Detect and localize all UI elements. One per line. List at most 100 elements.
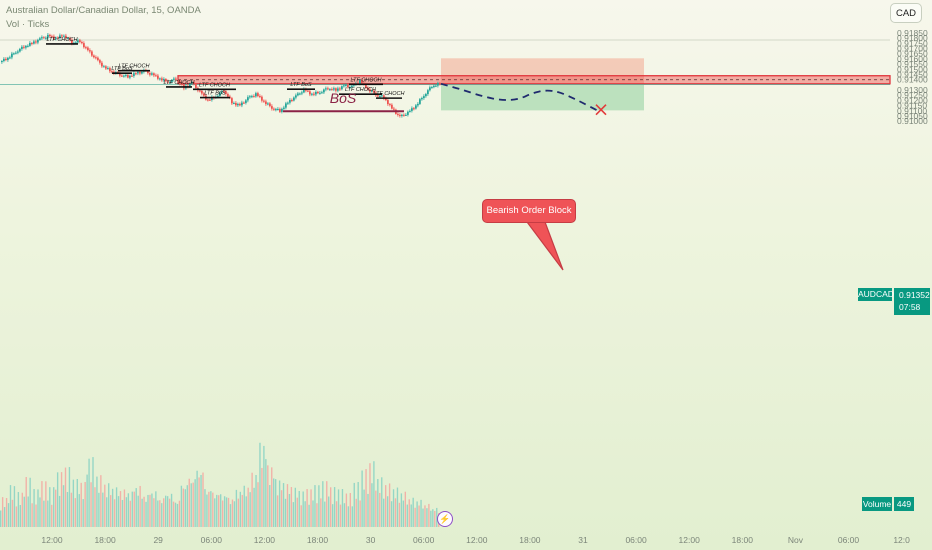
volume-bar (15, 506, 18, 527)
candle-body (79, 40, 81, 42)
volume-bar (208, 491, 210, 527)
structure-label: LTF CHOCH (199, 82, 230, 88)
candle-body (139, 71, 141, 74)
time-axis: 12:00 18:00 29 06:00 12:00 18:00 30 06:00 12:00 1… (41, 535, 910, 545)
candle-body (67, 38, 69, 40)
volume-bar (141, 498, 143, 527)
symbol-title[interactable]: Australian Dollar/Canadian Dollar, 15, O… (6, 5, 201, 16)
structure-label: LTF CHOCH (351, 77, 382, 83)
candle-body (415, 105, 417, 109)
volume-bar (55, 489, 57, 527)
candle-body (13, 53, 15, 55)
candle-body (241, 102, 243, 106)
volume-bar (184, 489, 187, 527)
volume-bar (9, 485, 12, 527)
volume-bar (129, 500, 132, 527)
candle-body (219, 92, 221, 96)
order-block-callout[interactable]: Bearish Order Block (482, 199, 576, 223)
volume-bar (410, 504, 412, 527)
volume-bar (298, 491, 300, 527)
volume-bar (267, 465, 269, 527)
candle-body (237, 103, 239, 106)
candle-body (235, 102, 237, 106)
volume-bar (314, 485, 316, 527)
price-axis-label: 0.91300 (897, 85, 928, 95)
price-axis-label: 0.91150 (897, 101, 927, 111)
candle-body (377, 95, 379, 97)
volume-bar (316, 503, 318, 527)
candle-body (135, 73, 137, 75)
volume-bar (78, 494, 80, 527)
volume-bar (35, 504, 37, 527)
volume-bar (17, 492, 20, 527)
volume-bar (430, 510, 432, 527)
candle-body (269, 103, 271, 107)
candle-body (225, 91, 227, 94)
candle-body (399, 114, 401, 116)
volume-bar (300, 505, 302, 527)
volume-bar (216, 494, 218, 527)
volume-bar (390, 501, 393, 527)
candle-body (125, 74, 127, 76)
volume-bar (396, 487, 399, 527)
volume-bar (33, 489, 35, 527)
price-axis-label: 0.91650 (897, 49, 928, 59)
candle-body (385, 98, 387, 101)
candle-body (19, 48, 21, 52)
volume-bar (202, 472, 204, 527)
candle-body (345, 84, 347, 86)
candle-body (433, 85, 435, 88)
volume-bar (125, 497, 128, 527)
time-axis-label: 12:00 (679, 535, 701, 545)
volume-bar (39, 497, 41, 527)
candle-body (207, 99, 209, 101)
candle-body (427, 90, 429, 95)
candle-body (37, 39, 39, 43)
candle-body (335, 88, 337, 91)
volume-indicator-title[interactable]: Vol · Ticks (6, 19, 50, 30)
candle-body (297, 93, 299, 96)
candle-body (49, 34, 51, 37)
volume-bar (357, 482, 359, 527)
time-axis-label: 18:00 (94, 535, 116, 545)
candle-body (319, 92, 321, 94)
candle-body (311, 93, 313, 95)
time-axis-label: 06:00 (838, 535, 860, 545)
volume-bar (196, 470, 198, 527)
volume-bar (343, 503, 346, 527)
candle-body (211, 97, 213, 100)
candle-body (429, 87, 431, 91)
candle-body (341, 86, 343, 90)
candle-body (123, 75, 125, 77)
candle-body (247, 97, 249, 101)
volume-bar (76, 479, 78, 527)
candle-body (325, 88, 327, 90)
candle-body (157, 75, 159, 79)
candle-body (369, 89, 371, 92)
volume-bar (434, 511, 436, 527)
candle-body (277, 108, 279, 110)
candle-body (339, 88, 341, 90)
volume-bar (275, 479, 277, 527)
candle-body (359, 79, 361, 84)
volume-bar (74, 498, 77, 527)
currency-button[interactable]: CAD (890, 3, 922, 23)
volume-bar (261, 467, 263, 527)
volume-bar (386, 496, 389, 527)
volume-bar (331, 504, 334, 527)
bar-countdown: 07:58 (899, 302, 921, 312)
volume-bar (64, 467, 67, 527)
lightning-icon[interactable]: ⚡ (437, 511, 453, 527)
candle-body (107, 68, 109, 70)
structure-label: LTF CHOCH (164, 80, 195, 86)
volume-bar (361, 470, 363, 527)
volume-bar (127, 493, 130, 527)
volume-bar (180, 485, 183, 527)
time-axis-label: 12:00 (41, 535, 63, 545)
volume-bar (294, 487, 297, 527)
structure-label: LTF CHOCH (47, 37, 78, 43)
volume-bar (259, 442, 261, 527)
volume-bar (19, 505, 22, 527)
